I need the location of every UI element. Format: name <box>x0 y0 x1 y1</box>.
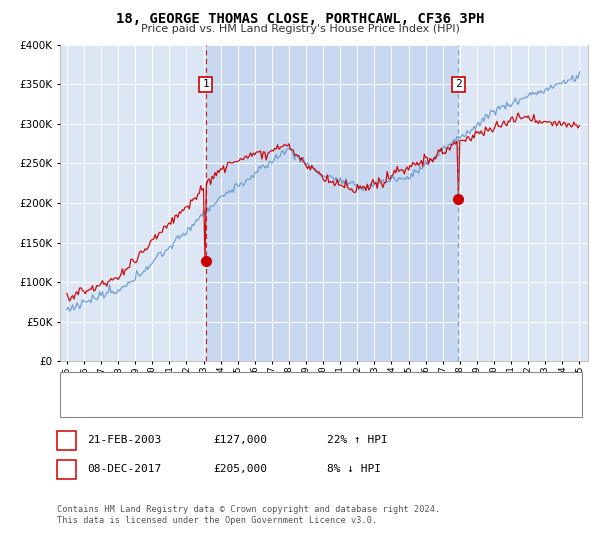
Text: 22% ↑ HPI: 22% ↑ HPI <box>327 435 388 445</box>
Text: 18, GEORGE THOMAS CLOSE, PORTHCAWL, CF36 3PH: 18, GEORGE THOMAS CLOSE, PORTHCAWL, CF36… <box>116 12 484 26</box>
Text: 21-FEB-2003: 21-FEB-2003 <box>87 435 161 445</box>
Text: £205,000: £205,000 <box>213 464 267 474</box>
Text: 1: 1 <box>202 80 209 90</box>
Text: £127,000: £127,000 <box>213 435 267 445</box>
Bar <box>206 45 458 361</box>
Text: 18, GEORGE THOMAS CLOSE, PORTHCAWL, CF36 3PH (detached house): 18, GEORGE THOMAS CLOSE, PORTHCAWL, CF36… <box>111 377 467 387</box>
Text: Contains HM Land Registry data © Crown copyright and database right 2024.
This d: Contains HM Land Registry data © Crown c… <box>57 505 440 525</box>
Text: 08-DEC-2017: 08-DEC-2017 <box>87 464 161 474</box>
Text: 8% ↓ HPI: 8% ↓ HPI <box>327 464 381 474</box>
Text: ─────: ───── <box>69 401 107 414</box>
Text: HPI: Average price, detached house, Bridgend: HPI: Average price, detached house, Brid… <box>111 403 341 413</box>
Text: 2: 2 <box>63 464 70 474</box>
Text: 2: 2 <box>455 80 462 90</box>
Text: ─────: ───── <box>69 375 107 389</box>
Text: Price paid vs. HM Land Registry's House Price Index (HPI): Price paid vs. HM Land Registry's House … <box>140 24 460 34</box>
Text: 1: 1 <box>63 435 70 445</box>
